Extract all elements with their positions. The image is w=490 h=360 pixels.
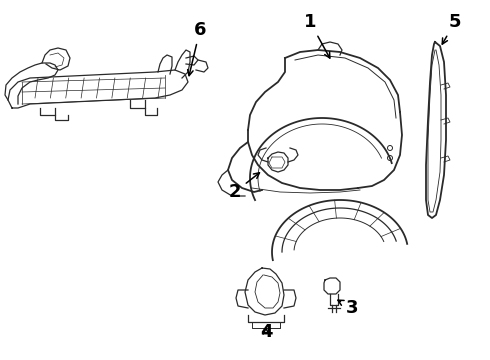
Text: 4: 4 (260, 323, 272, 341)
Text: 6: 6 (188, 21, 206, 76)
Text: 1: 1 (304, 13, 330, 58)
Text: 3: 3 (338, 299, 358, 317)
Text: 5: 5 (442, 13, 461, 44)
Text: 2: 2 (229, 173, 260, 201)
